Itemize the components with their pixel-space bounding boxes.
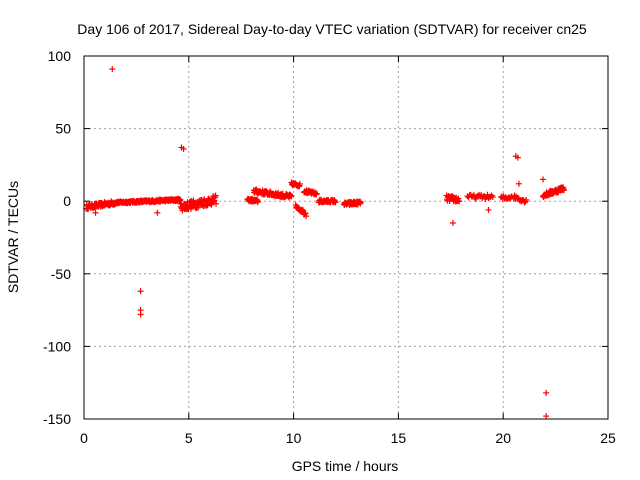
x-tick-label: 20 — [495, 430, 511, 446]
data-point — [507, 194, 514, 201]
data-point — [543, 413, 550, 420]
data-point — [449, 219, 456, 226]
data-point — [515, 180, 522, 187]
x-axis-label: GPS time / hours — [292, 458, 399, 474]
data-point — [560, 187, 567, 194]
data-point — [296, 180, 303, 187]
y-tick-label: 50 — [55, 121, 71, 137]
chart-title: Day 106 of 2017, Sidereal Day-to-day VTE… — [77, 21, 587, 37]
data-point — [456, 198, 463, 205]
data-point — [303, 213, 310, 220]
data-point — [180, 145, 187, 152]
x-tick-label: 15 — [391, 430, 407, 446]
y-tick-label: 100 — [48, 48, 72, 64]
data-point — [357, 199, 364, 206]
y-tick-label: -150 — [43, 411, 71, 427]
data-point — [313, 190, 320, 197]
data-point — [288, 193, 295, 200]
y-axis-label: SDTVAR / TECUs — [5, 181, 21, 293]
y-tick-label: 0 — [63, 193, 71, 209]
data-point — [213, 200, 220, 207]
data-point — [137, 288, 144, 295]
data-point — [485, 206, 492, 213]
x-tick-label: 25 — [600, 430, 616, 446]
data-point — [540, 176, 547, 183]
x-tick-label: 10 — [286, 430, 302, 446]
data-point — [212, 192, 219, 199]
data-point — [154, 209, 161, 216]
data-point — [489, 194, 496, 201]
plot-frame — [83, 55, 609, 420]
data-points — [83, 66, 567, 420]
data-point — [543, 389, 550, 396]
data-point — [302, 210, 309, 217]
y-tick-label: -50 — [51, 266, 71, 282]
y-tick-label: -100 — [43, 338, 71, 354]
data-point — [109, 66, 116, 73]
data-point — [254, 198, 261, 205]
data-point — [92, 209, 99, 216]
axis-ticks — [83, 55, 609, 420]
data-point — [137, 311, 144, 318]
x-tick-label: 0 — [80, 430, 88, 446]
x-tick-labels: 0 5 10 15 20 25 — [80, 430, 616, 446]
grid — [84, 56, 608, 419]
data-point — [332, 199, 339, 206]
x-tick-label: 5 — [185, 430, 193, 446]
data-point — [523, 196, 530, 203]
y-tick-labels: -150 -100 -50 0 50 100 — [43, 48, 71, 427]
data-point — [470, 191, 477, 198]
data-point — [514, 154, 521, 161]
